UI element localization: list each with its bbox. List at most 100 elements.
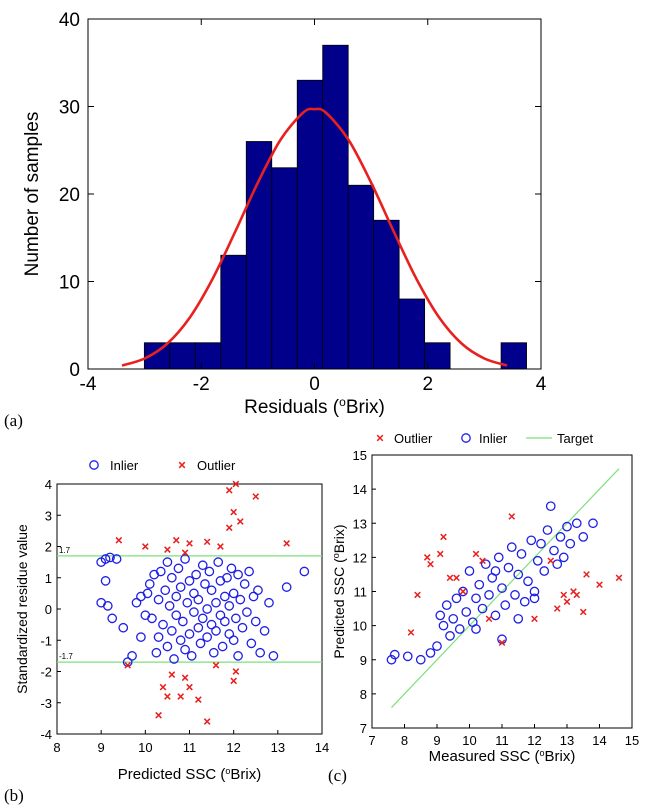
outlier-point — [181, 674, 189, 682]
inlier-point — [193, 622, 204, 633]
inlier-point — [118, 622, 129, 633]
inlier-point — [523, 576, 533, 587]
inlier-point — [233, 651, 243, 661]
outlier-point — [236, 518, 244, 525]
inlier-point — [480, 559, 491, 570]
legend-target-label: Target — [557, 431, 594, 446]
inlier-point — [264, 597, 274, 608]
x-tick-label-b: 8 — [53, 740, 60, 755]
inlier-point — [402, 651, 413, 662]
inlier-point — [536, 538, 546, 549]
inlier-point — [166, 572, 177, 583]
x-axis-label-a: Residuals (oBrix) — [244, 395, 385, 418]
outlier-point — [531, 615, 538, 623]
outlier-point — [596, 581, 603, 589]
inlier-point — [197, 560, 208, 571]
inlier-point — [244, 566, 254, 577]
outlier-point — [159, 683, 167, 691]
inlier-point — [425, 648, 436, 658]
outlier-point — [164, 693, 171, 700]
inlier-point — [506, 542, 517, 552]
inlier-point — [186, 651, 197, 661]
inlier-point — [193, 594, 204, 605]
inlier-point — [562, 521, 572, 532]
outlier-point — [212, 661, 220, 669]
outlier-point — [186, 540, 193, 547]
inlier-point — [105, 552, 115, 563]
inlier-point — [153, 594, 164, 605]
outlier-point — [115, 536, 123, 544]
y-tick-label-b: -1 — [40, 633, 52, 648]
outlier-point — [225, 486, 233, 494]
inlier-point — [171, 610, 182, 621]
inlier-point — [144, 579, 155, 589]
inlier-point — [242, 607, 252, 617]
panel-label-c: (c) — [328, 766, 347, 785]
inlier-point — [180, 554, 190, 564]
x-axis-label-b: Predicted SSC (oBrix) — [118, 766, 261, 783]
x-tick-label-a: -4 — [80, 374, 97, 395]
outlier-point — [423, 554, 431, 561]
inlier-point — [175, 635, 186, 646]
legend-outlier-marker — [376, 434, 384, 442]
threshold-label: 1.7 — [59, 546, 71, 555]
inlier-point — [235, 594, 246, 605]
inlier-point — [539, 566, 550, 576]
inlier-point — [299, 566, 310, 577]
y-tick-label-b: 2 — [45, 540, 52, 555]
outlier-point — [225, 524, 233, 532]
inlier-point — [268, 651, 279, 661]
inlier-point — [151, 647, 162, 658]
inlier-point — [224, 601, 235, 611]
inlier-point — [461, 607, 472, 617]
threshold-label: -1.7 — [59, 652, 73, 661]
inlier-point — [532, 555, 543, 566]
inlier-point — [253, 585, 263, 596]
inlier-point — [202, 604, 213, 614]
inlier-point — [438, 620, 449, 631]
x-tick-label-c: 13 — [560, 733, 574, 748]
x-tick-label-c: 9 — [433, 733, 440, 748]
inlier-point — [184, 629, 195, 639]
y-tick-label-c: 14 — [353, 482, 367, 497]
panel-label-b: (b) — [4, 786, 24, 805]
x-tick-label-c: 10 — [462, 733, 476, 748]
histogram-bar — [373, 219, 400, 370]
outlier-point — [177, 693, 184, 700]
scatter-panel-c: 7 8 9 10 11 12 13 14 15 7 8 9 10 11 12 13 14 15 Measured S… — [331, 431, 639, 765]
outlier-point — [459, 588, 467, 595]
inlier-point — [191, 569, 201, 580]
inlier-point — [552, 559, 563, 570]
y-tick-label-c: 8 — [360, 687, 367, 702]
inlier-point — [197, 613, 208, 624]
inlier-point — [178, 616, 188, 627]
y-tick-label-b: 0 — [45, 602, 52, 617]
inlier-point — [200, 579, 210, 589]
inlier-point — [490, 610, 501, 621]
inlier-point — [164, 601, 175, 611]
inlier-point — [588, 518, 598, 529]
inlier-point — [204, 566, 215, 577]
outlier-point — [427, 560, 434, 568]
inlier-point — [255, 647, 266, 658]
inlier-point — [386, 654, 397, 665]
outlier-point — [573, 591, 581, 599]
x-tick-label-b: 12 — [226, 740, 240, 755]
y-tick-label-a: 40 — [59, 10, 80, 31]
outlier-point — [615, 574, 623, 582]
y-tick-label-b: 4 — [45, 477, 52, 492]
inlier-point — [222, 572, 232, 583]
inlier-point — [184, 576, 195, 586]
histogram-bar — [245, 141, 273, 370]
histogram-bar — [424, 342, 451, 370]
inlier-point — [415, 654, 426, 665]
y-tick-label-c: 7 — [360, 721, 367, 736]
scatter-panel-b: 1.7-1.78 9 10 11 12 13 14-4-3-2-101234Predicte… — [14, 458, 329, 783]
outlier-point — [230, 508, 237, 516]
inlier-point — [100, 554, 111, 564]
inlier-point — [248, 591, 259, 602]
x-tick-label-c: 15 — [625, 733, 639, 748]
inlier-point — [219, 616, 230, 627]
outlier-point — [195, 696, 202, 703]
